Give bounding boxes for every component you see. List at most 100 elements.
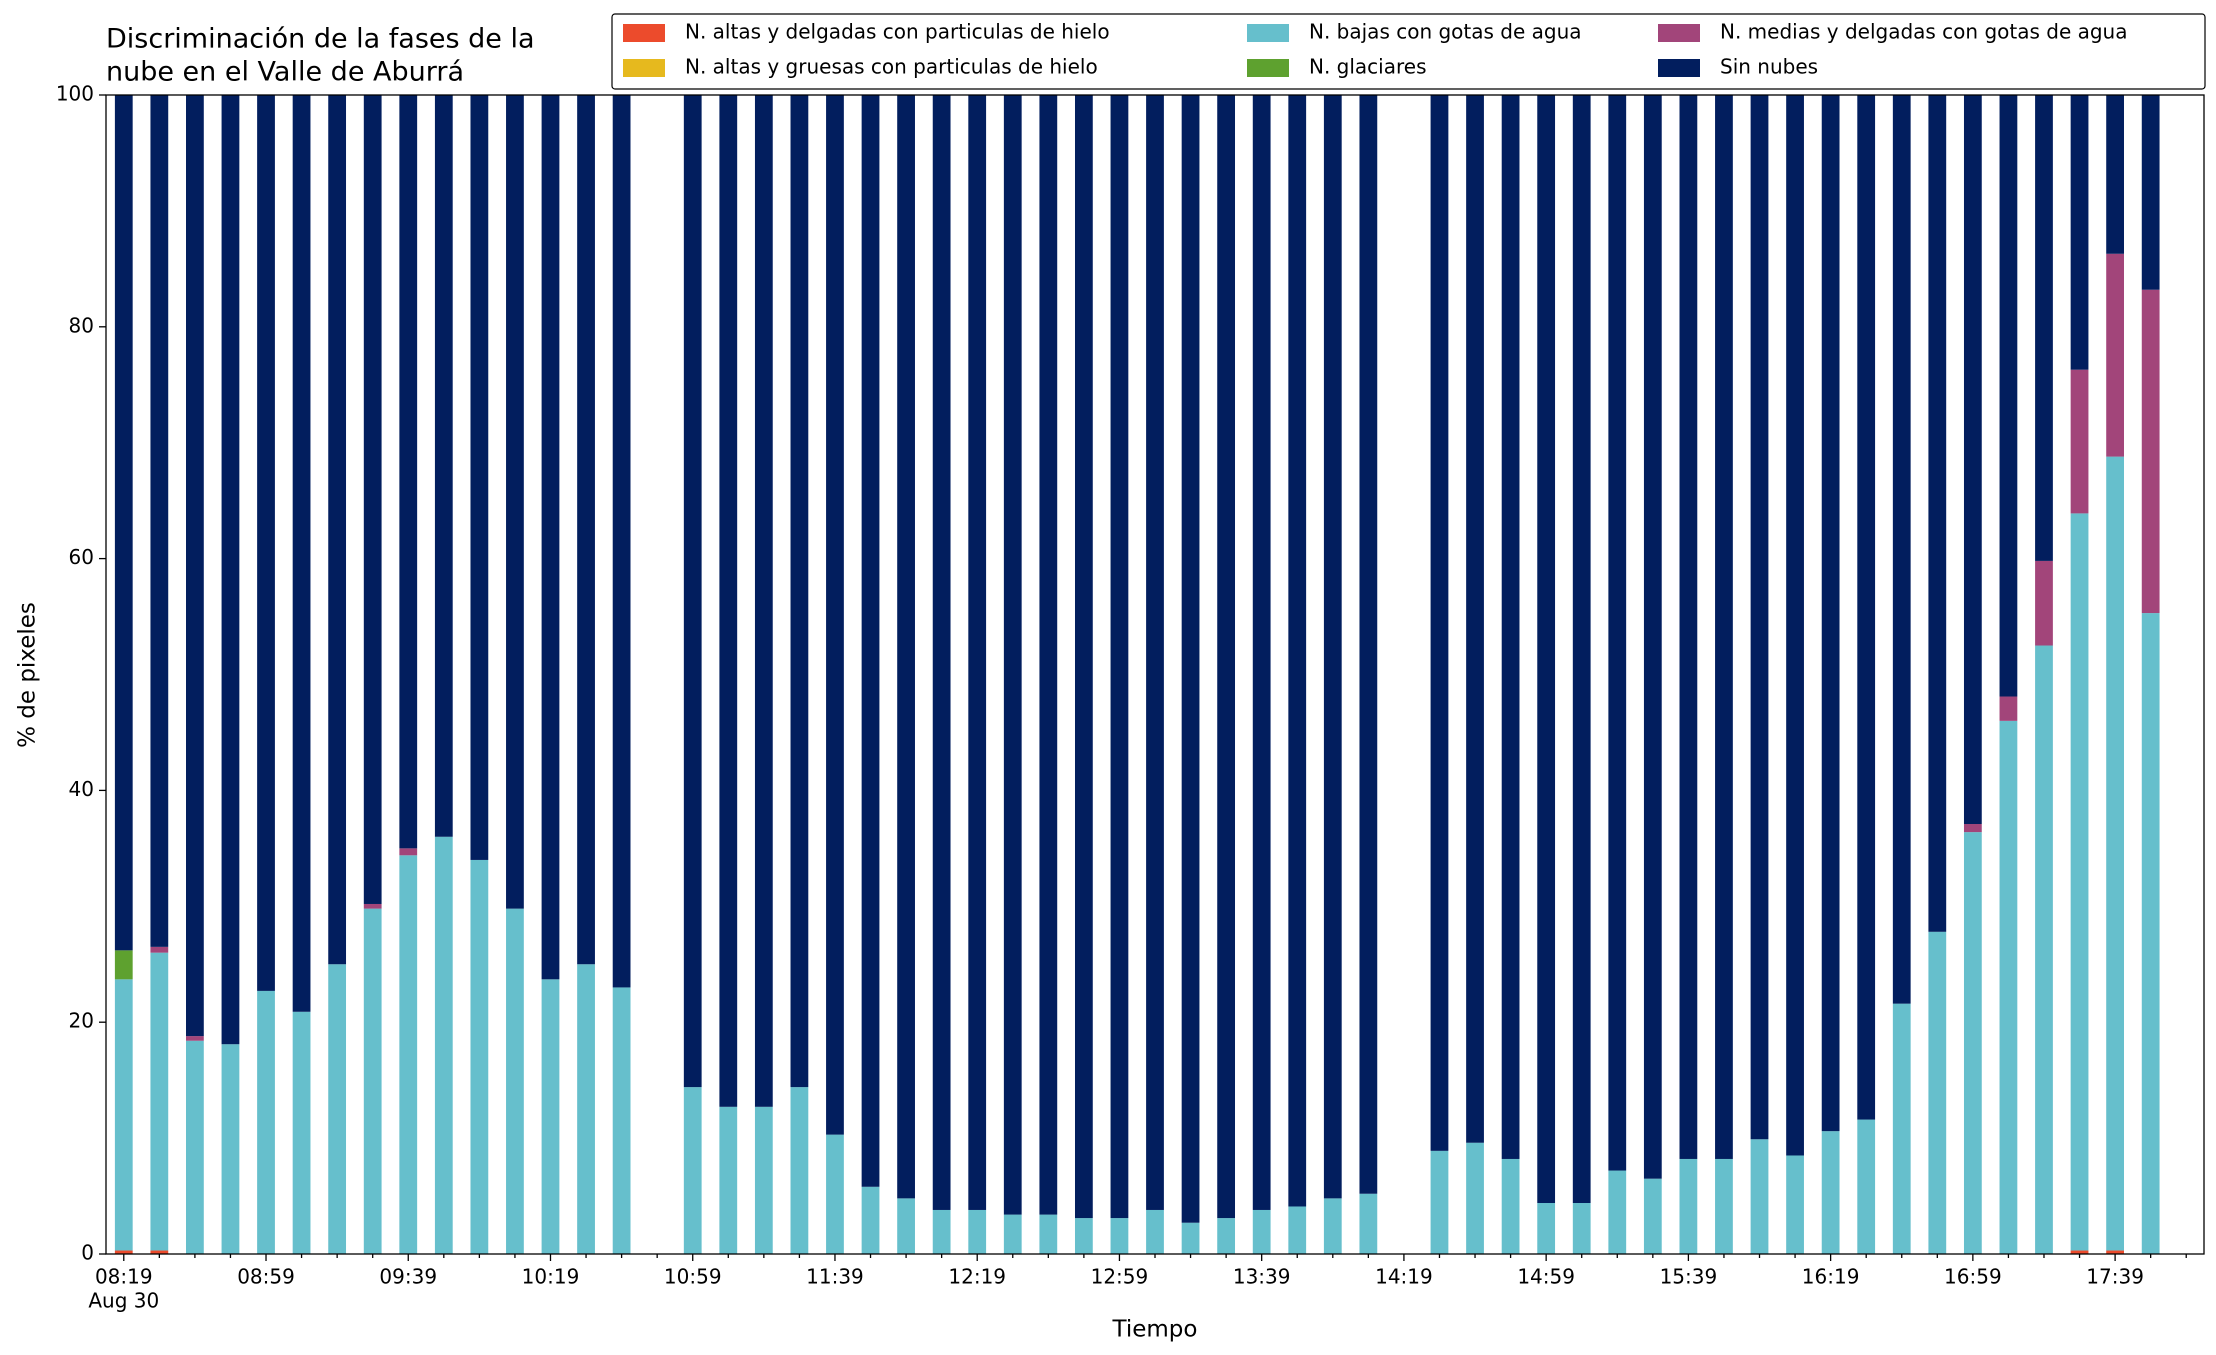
bar-segment — [1430, 95, 1449, 1151]
bar-segment — [1252, 95, 1271, 1210]
bar-segment — [186, 1040, 204, 1254]
bar-segment — [1821, 95, 1840, 1132]
x-tick-label: 14:59 — [1517, 1265, 1575, 1289]
bar-segment — [1572, 95, 1591, 1204]
bar-segment — [1146, 1209, 1164, 1254]
x-tick-label: 16:59 — [1944, 1265, 2002, 1289]
x-tick-label: 08:19 — [95, 1265, 153, 1289]
x-tick-label: 17:39 — [2086, 1265, 2144, 1289]
bar-segment — [1999, 95, 2018, 697]
bar-segment — [221, 95, 240, 1045]
bar-segment — [2070, 513, 2089, 1251]
bar-segment — [754, 95, 773, 1107]
legend-label: N. medias y delgadas con gotas de agua — [1720, 20, 2128, 44]
bar-segment — [1857, 95, 1876, 1120]
bar-segment — [683, 1087, 702, 1254]
bar-segment — [1715, 1158, 1733, 1254]
bar-segment — [577, 964, 595, 1254]
bar-segment — [150, 1250, 169, 1254]
bar-segment — [577, 95, 595, 965]
legend-label: N. altas y delgadas con particulas de hi… — [685, 20, 1110, 44]
bar-segment — [1608, 1170, 1627, 1254]
bar-segment — [1892, 1003, 1911, 1254]
bar-segment — [826, 1134, 844, 1254]
bar-segment — [1750, 95, 1769, 1140]
y-tick-label: 60 — [69, 545, 94, 569]
bar-segment — [1999, 720, 2018, 1254]
bar-segment — [399, 855, 418, 1254]
bar-segment — [1679, 1158, 1698, 1254]
bar-segment — [1963, 95, 1982, 825]
bar-segment — [719, 1106, 738, 1254]
x-tick-label: 10:59 — [664, 1265, 722, 1289]
bar-segment — [1572, 1203, 1591, 1254]
bar-segment — [328, 95, 347, 965]
x-tick-label: 15:39 — [1660, 1265, 1718, 1289]
x-tick-label: 11:39 — [806, 1265, 864, 1289]
bar-segment — [328, 964, 347, 1254]
bar-segment — [1252, 1209, 1271, 1254]
bar-segment — [1039, 1214, 1058, 1254]
chart-title: Discriminación de la fases de la — [106, 24, 535, 55]
legend-swatch — [1658, 59, 1700, 77]
bar-segment — [1608, 95, 1627, 1171]
bar-segment — [1181, 1222, 1200, 1254]
bar-segment — [1999, 696, 2018, 721]
bar-segment — [1323, 1198, 1342, 1254]
y-tick-label: 0 — [81, 1241, 94, 1265]
plot-frame — [105, 94, 2205, 1255]
bar-segment — [1963, 832, 1982, 1254]
bar-segment — [1217, 1218, 1236, 1254]
bar-segment — [1359, 1193, 1378, 1254]
bar-segment — [932, 95, 951, 1210]
bar-segment — [861, 1186, 880, 1254]
bar-segment — [1146, 95, 1164, 1210]
bar-segment — [399, 95, 418, 849]
bar-segment — [2070, 369, 2089, 514]
bar-segment — [1928, 95, 1947, 932]
bar-segment — [150, 952, 169, 1251]
bar-segment — [1857, 1119, 1876, 1254]
bar-segment — [541, 95, 560, 980]
bar-segment — [612, 987, 631, 1254]
bar-segment — [292, 95, 311, 1012]
bar-segment — [1466, 1142, 1484, 1254]
bar-segment — [1679, 95, 1698, 1159]
bar-segment — [114, 979, 133, 1251]
legend-label: N. altas y gruesas con particulas de hie… — [685, 55, 1098, 79]
bar-segment — [363, 908, 382, 1254]
bar-segment — [2141, 289, 2160, 614]
bar-segment — [434, 95, 453, 837]
bar-segment — [612, 95, 631, 988]
bar-segment — [363, 95, 382, 904]
bar-segment — [257, 990, 275, 1254]
bar-segment — [1501, 1158, 1520, 1254]
bar-segment — [1963, 824, 1982, 833]
bar-segment — [1430, 1150, 1449, 1254]
bar-segment — [399, 848, 418, 856]
bar-segment — [1466, 95, 1484, 1143]
bar-segment — [2106, 253, 2124, 457]
legend-label: Sin nubes — [1720, 55, 1818, 79]
bar-segment — [2106, 456, 2124, 1251]
bar-segment — [1074, 1218, 1093, 1254]
bar-segment — [186, 95, 204, 1037]
x-tick-label: 14:19 — [1375, 1265, 1433, 1289]
legend-label: N. glaciares — [1309, 55, 1427, 79]
bar-segment — [1217, 95, 1236, 1219]
bar-segment — [1288, 95, 1307, 1207]
bar-segment — [506, 908, 524, 1254]
x-tick-label: 09:39 — [379, 1265, 437, 1289]
bar-segment — [932, 1209, 951, 1254]
bar-segment — [1892, 95, 1911, 1004]
legend-swatch — [1247, 59, 1289, 77]
bar-segment — [541, 979, 560, 1254]
bar-segment — [897, 95, 915, 1199]
y-tick-label: 80 — [69, 313, 94, 337]
bar-segment — [1928, 931, 1947, 1254]
bar-segment — [968, 1209, 987, 1254]
chart-title: nube en el Valle de Aburrá — [106, 57, 464, 88]
bar-segment — [1181, 95, 1200, 1223]
y-tick-label: 20 — [69, 1009, 94, 1033]
x-tick-label: 08:59 — [237, 1265, 295, 1289]
